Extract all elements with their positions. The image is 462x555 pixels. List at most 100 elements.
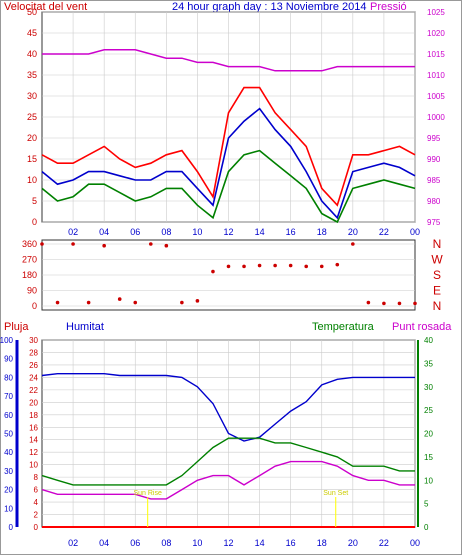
sunrise-label: Sun Rise <box>133 490 162 497</box>
wind-tick-label: 35 <box>27 70 37 80</box>
wind-x-tick-label: 00 <box>410 227 420 237</box>
pressure-axis-label: Pressió <box>370 1 407 13</box>
graph-title: 24 hour graph day : 13 Noviembre 2014 <box>172 1 366 13</box>
direction-tick-label: 0 <box>32 301 37 311</box>
compass-label: N <box>433 299 442 313</box>
humidity-tick-label: 10 <box>4 504 13 513</box>
temp-tick-label: 20 <box>424 430 433 439</box>
rain-tick-label: 30 <box>29 336 38 345</box>
pressure-y-ticks: 975 980 985 990 995 1000 1005 1010 1015 1020 1025 <box>427 8 445 227</box>
direction-point <box>273 263 277 268</box>
pressure-tick-label: 975 <box>427 218 441 227</box>
series-gust-line <box>41 86 416 207</box>
rain-tick-label: 24 <box>29 373 38 382</box>
wind-x-ticks: 02 04 06 08 10 12 14 16 18 20 22 00 <box>68 227 420 237</box>
wind-grid <box>42 11 416 223</box>
temp-x-tick-label: 10 <box>192 538 202 548</box>
temp-y-ticks: 0 5 10 15 20 25 30 35 40 <box>424 336 433 532</box>
wind-tick-label: 30 <box>27 91 37 101</box>
direction-point <box>164 243 169 248</box>
sun-markers: Sun Rise Sun Set <box>133 490 348 527</box>
rain-tick-label: 2 <box>34 511 39 520</box>
temp-x-tick-label: 20 <box>348 538 358 548</box>
wind-tick-label: 15 <box>27 154 37 164</box>
wind-tick-label: 25 <box>27 112 37 122</box>
pressure-tick-label: 1025 <box>427 8 445 17</box>
direction-point <box>86 300 91 305</box>
humidity-tick-label: 30 <box>4 467 13 476</box>
wind-x-tick-label: 12 <box>223 227 233 237</box>
rain-tick-label: 4 <box>34 498 39 507</box>
temp-x-tick-label: 12 <box>223 538 233 548</box>
temp-x-tick-label: 14 <box>255 538 265 548</box>
rain-tick-label: 26 <box>29 361 38 370</box>
direction-tick-label: 360 <box>22 239 37 249</box>
humidity-tick-label: 90 <box>4 355 13 364</box>
wind-tick-label: 40 <box>27 49 37 59</box>
temperature-axis-label: Temperatura <box>312 321 375 333</box>
rain-tick-label: 10 <box>29 461 38 470</box>
direction-point <box>242 264 246 269</box>
direction-tick-label: 180 <box>22 270 37 280</box>
direction-point <box>366 300 371 305</box>
pressure-tick-label: 1005 <box>427 92 445 101</box>
wind-tick-label: 0 <box>32 217 37 227</box>
temp-x-tick-label: 16 <box>286 538 296 548</box>
direction-point <box>226 264 231 269</box>
temp-x-tick-label: 08 <box>161 538 171 548</box>
temp-tick-label: 15 <box>424 453 433 462</box>
wind-x-tick-label: 02 <box>68 227 78 237</box>
direction-point <box>319 264 324 269</box>
temp-tick-label: 10 <box>424 476 433 485</box>
pressure-tick-label: 1020 <box>427 29 445 38</box>
series-average-line <box>41 107 416 220</box>
wind-x-tick-label: 06 <box>130 227 140 237</box>
wind-x-tick-label: 04 <box>99 227 109 237</box>
direction-point <box>335 262 340 267</box>
compass-label: E <box>433 284 441 298</box>
pressure-tick-label: 985 <box>427 176 441 185</box>
compass-label: N <box>433 237 442 251</box>
direction-y-ticks: 0 90 180 270 360 <box>22 239 37 311</box>
temp-tick-label: 5 <box>424 500 429 509</box>
temp-tick-label: 0 <box>424 523 429 532</box>
wind-axis-label: Velocitat del vent <box>4 1 87 13</box>
humidity-y-ticks: 0 10 20 30 40 50 60 70 80 90 100 <box>0 336 14 532</box>
wind-tick-label: 5 <box>32 196 37 206</box>
wind-x-tick-label: 14 <box>255 227 265 237</box>
temp-tick-label: 30 <box>424 383 433 392</box>
wind-x-tick-label: 10 <box>192 227 202 237</box>
temp-x-tick-label: 06 <box>130 538 140 548</box>
direction-point <box>195 299 200 303</box>
temp-x-tick-label: 18 <box>317 538 327 548</box>
wind-x-tick-label: 20 <box>348 227 358 237</box>
rain-tick-label: 20 <box>29 398 38 407</box>
rain-tick-label: 14 <box>29 436 38 445</box>
wind-x-tick-label: 08 <box>161 227 171 237</box>
humidity-tick-label: 80 <box>4 373 13 382</box>
pressure-tick-label: 1000 <box>427 113 445 122</box>
wind-x-tick-label: 16 <box>286 227 296 237</box>
humidity-tick-label: 40 <box>4 448 13 457</box>
direction-point <box>304 264 309 269</box>
direction-point <box>40 242 44 246</box>
series-temperature-line <box>41 437 415 486</box>
direction-point <box>257 263 262 268</box>
rain-axis-label: Pluja <box>4 321 29 333</box>
rain-tick-label: 6 <box>34 486 39 495</box>
temp-x-ticks: 02 04 06 08 10 12 14 16 18 20 22 00 <box>68 538 420 548</box>
direction-point <box>211 269 215 274</box>
rain-tick-label: 12 <box>29 448 38 457</box>
compass-label: W <box>431 253 443 267</box>
series-low-line <box>41 149 416 224</box>
series-dewpoint-line <box>41 460 415 500</box>
compass-label: S <box>433 268 441 282</box>
rain-tick-label: 16 <box>29 423 38 432</box>
wind-tick-label: 10 <box>27 175 37 185</box>
direction-point <box>351 242 355 246</box>
temp-tick-label: 35 <box>424 359 433 368</box>
direction-point <box>55 300 60 305</box>
wind-tick-label: 50 <box>27 7 37 17</box>
